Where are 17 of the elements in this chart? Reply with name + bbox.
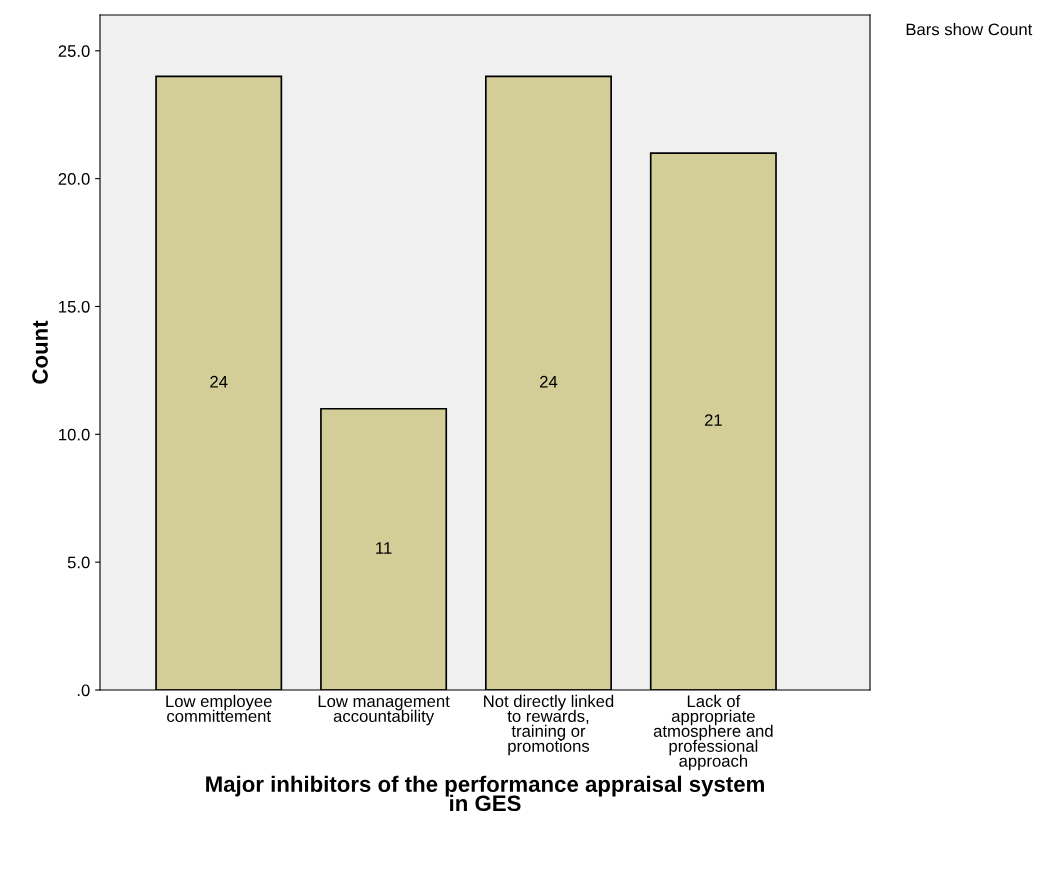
y-tick-label: 10.0	[59, 428, 90, 441]
y-axis-title: Count	[32, 320, 48, 384]
y-tick-label: 25.0	[58, 45, 90, 57]
data-label: 21	[704, 414, 722, 426]
data-label: 24	[210, 375, 228, 388]
y-tick-label: 5.0	[67, 556, 90, 569]
x-tick-label: Low management accountability	[318, 695, 450, 726]
data-label: 11	[376, 542, 392, 554]
x-tick-label: Lack of appropriate atmosphere and professional approach	[653, 694, 773, 771]
x-tick-label: Low employee committement	[166, 694, 272, 723]
y-tick-label: .0	[77, 684, 90, 697]
text: Bars show Count	[906, 23, 1033, 36]
x-tick-label: Not directly linked to rewards, training or promotions	[484, 694, 614, 756]
y-tick-label: 15.0	[59, 300, 90, 313]
data-label: 24	[540, 375, 558, 388]
y-tick-label: 20.0	[58, 173, 90, 185]
x-axis-title: Major inhibitors of the performance appraisal system in GES	[206, 775, 764, 812]
